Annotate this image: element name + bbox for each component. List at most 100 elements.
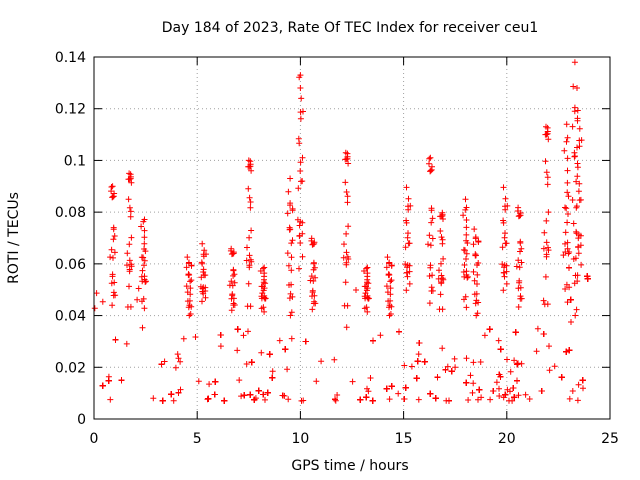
data-point xyxy=(188,262,195,269)
data-point xyxy=(343,259,350,266)
data-point xyxy=(546,343,552,350)
data-point xyxy=(564,299,571,306)
data-point xyxy=(463,304,470,311)
data-point xyxy=(229,250,236,257)
data-point xyxy=(285,262,292,269)
data-point xyxy=(428,284,435,291)
data-point xyxy=(405,206,412,213)
data-point xyxy=(439,236,446,243)
y-tick-label: 0.1 xyxy=(64,153,86,169)
data-point xyxy=(438,272,445,279)
y-tick-label: 0.08 xyxy=(55,205,86,221)
data-point xyxy=(493,379,500,386)
data-point xyxy=(543,217,550,224)
data-point xyxy=(240,332,247,339)
data-point xyxy=(516,212,523,219)
data-point xyxy=(243,361,250,367)
data-point xyxy=(475,239,482,245)
data-point xyxy=(564,219,571,226)
data-point xyxy=(573,306,580,313)
data-point xyxy=(564,179,571,186)
data-point xyxy=(217,343,224,350)
data-point xyxy=(511,357,518,364)
data-point xyxy=(287,312,294,319)
data-point xyxy=(363,287,370,294)
data-point xyxy=(361,305,368,312)
data-point xyxy=(429,215,436,222)
data-point xyxy=(385,272,392,279)
data-point xyxy=(343,189,350,195)
data-point xyxy=(561,147,568,154)
data-point xyxy=(341,302,348,309)
data-point xyxy=(425,241,431,248)
data-point xyxy=(403,269,410,276)
data-point xyxy=(563,138,570,145)
data-point xyxy=(310,259,317,266)
data-point xyxy=(344,155,351,162)
data-point xyxy=(543,251,550,258)
data-point xyxy=(168,391,175,398)
data-point xyxy=(407,202,414,209)
data-point xyxy=(150,395,157,402)
data-point xyxy=(436,306,443,313)
data-point xyxy=(575,188,582,195)
data-point xyxy=(429,235,436,242)
data-point xyxy=(109,193,116,200)
data-point xyxy=(228,278,235,285)
data-point xyxy=(349,378,356,385)
data-point xyxy=(439,345,446,352)
data-point xyxy=(562,240,568,247)
data-point xyxy=(279,392,286,399)
data-point xyxy=(364,308,371,315)
data-point xyxy=(297,159,304,166)
data-point xyxy=(342,149,349,156)
data-point xyxy=(246,194,253,201)
data-point xyxy=(496,385,502,392)
data-point xyxy=(403,219,410,226)
data-point xyxy=(568,319,574,325)
data-point xyxy=(111,233,118,239)
data-point xyxy=(462,247,468,254)
data-point xyxy=(229,291,236,298)
data-point xyxy=(572,153,578,160)
data-point xyxy=(124,262,130,269)
data-point xyxy=(161,358,168,365)
data-point xyxy=(545,209,552,216)
data-point xyxy=(110,224,117,231)
data-point xyxy=(185,304,192,311)
data-point xyxy=(247,256,254,263)
data-point xyxy=(471,226,478,233)
data-point xyxy=(421,358,428,365)
data-point xyxy=(387,285,394,292)
data-point xyxy=(288,254,295,261)
data-point xyxy=(573,178,580,185)
data-point xyxy=(108,246,115,253)
data-point xyxy=(564,239,571,246)
data-point xyxy=(187,311,194,317)
data-point xyxy=(285,396,292,403)
data-point xyxy=(229,282,236,289)
data-point xyxy=(502,230,508,237)
data-point xyxy=(262,280,269,287)
data-point xyxy=(500,269,507,276)
data-point xyxy=(257,268,264,274)
data-point xyxy=(427,154,434,161)
data-point xyxy=(470,241,477,248)
data-point xyxy=(332,396,338,403)
data-point xyxy=(365,280,372,287)
data-point xyxy=(463,379,470,386)
data-point xyxy=(295,185,302,192)
data-point xyxy=(202,294,209,301)
data-point xyxy=(383,385,390,392)
data-point xyxy=(475,260,482,266)
data-point xyxy=(341,241,347,248)
data-point xyxy=(342,179,349,186)
data-point xyxy=(172,364,179,371)
data-point xyxy=(127,208,134,215)
data-point xyxy=(442,366,449,373)
data-point xyxy=(515,304,522,310)
data-point xyxy=(332,397,339,404)
data-point xyxy=(502,391,509,398)
data-point xyxy=(503,262,510,269)
data-point xyxy=(571,59,578,66)
